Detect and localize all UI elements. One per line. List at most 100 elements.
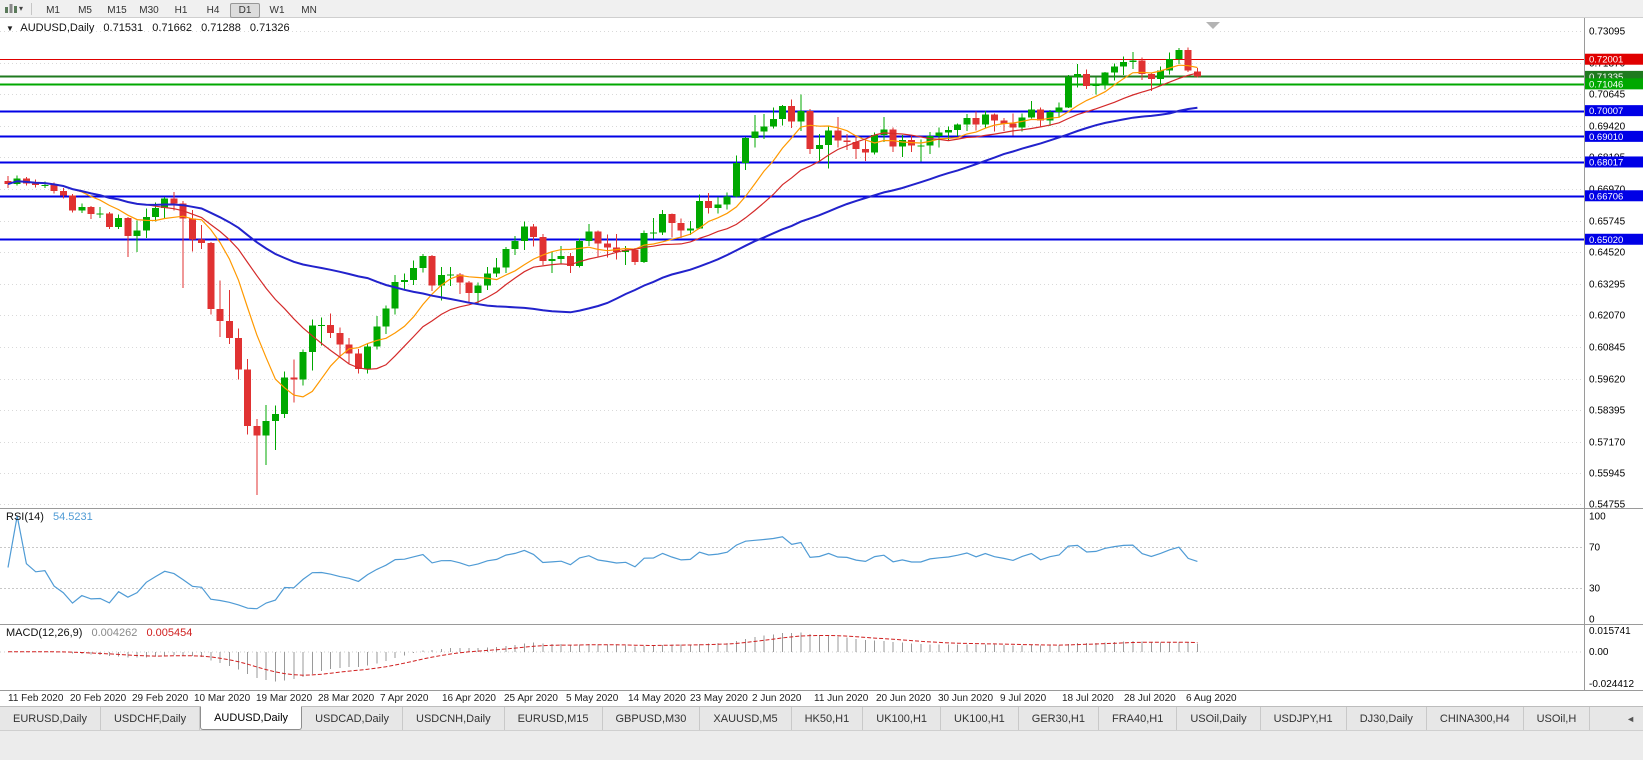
ma-line-40 — [7, 106, 1198, 314]
macd-histogram — [16, 632, 1198, 682]
svg-text:0.00: 0.00 — [1589, 647, 1609, 658]
chart-tab-usdchf-daily[interactable]: USDCHF,Daily — [101, 707, 201, 730]
svg-text:0.63295: 0.63295 — [1589, 280, 1626, 291]
horizontal-level-lines[interactable] — [0, 59, 1584, 241]
chart-tab-bar: EURUSD,Daily USDCHF,Daily AUDUSD,Daily USDC… — [0, 706, 1643, 730]
date-label: 23 May 2020 — [690, 693, 748, 704]
chart-tab-usoil-daily[interactable]: USOil,Daily — [1177, 707, 1261, 730]
chart-tab-usdcad-daily[interactable]: USDCAD,Daily — [302, 707, 404, 730]
chart-tab-audusd-daily[interactable]: AUDUSD,Daily — [200, 706, 303, 730]
date-label: 2 Jun 2020 — [752, 693, 802, 704]
date-label: 20 Feb 2020 — [70, 693, 127, 704]
chart-tab-uk100-h1[interactable]: UK100,H1 — [863, 707, 942, 730]
svg-text:0.62070: 0.62070 — [1589, 311, 1626, 322]
rsi-value: 54.5231 — [52, 511, 93, 523]
high-value: 0.71662 — [152, 22, 192, 34]
rsi-header: RSI(14) 54.5231 — [6, 511, 99, 523]
svg-text:0.59620: 0.59620 — [1589, 375, 1626, 386]
collapse-chart-icon[interactable]: ▼ — [6, 24, 14, 33]
date-label: 6 Aug 2020 — [1186, 693, 1237, 704]
svg-text:0.71335: 0.71335 — [1589, 72, 1623, 83]
svg-text:0: 0 — [1589, 615, 1595, 625]
open-value: 0.71531 — [103, 22, 144, 34]
chart-type-icon[interactable] — [4, 3, 18, 15]
date-label: 16 Apr 2020 — [442, 693, 496, 704]
date-label: 19 Mar 2020 — [256, 693, 313, 704]
date-label: 11 Feb 2020 — [8, 693, 64, 704]
rsi-chart-canvas[interactable]: 100 70 30 0 — [0, 509, 1643, 624]
price-grid — [0, 31, 1584, 505]
chart-tab-usdjpy-h1[interactable]: USDJPY,H1 — [1261, 707, 1347, 730]
date-label: 20 Jun 2020 — [876, 693, 932, 704]
timeframe-button-w1[interactable]: W1 — [269, 4, 285, 16]
svg-text:0.69420: 0.69420 — [1589, 122, 1626, 133]
svg-text:0.64520: 0.64520 — [1589, 248, 1626, 259]
timeframe-button-m5[interactable]: M5 — [78, 4, 92, 16]
svg-text:0.69010: 0.69010 — [1589, 132, 1623, 143]
macd-chart-canvas[interactable]: 0.015741 0.00 -0.024412 — [0, 625, 1643, 690]
macd-header: MACD(12,26,9) 0.004262 0.005454 — [6, 627, 198, 639]
svg-text:0.55945: 0.55945 — [1589, 469, 1626, 480]
date-label: 30 Jun 2020 — [938, 693, 994, 704]
svg-text:0.68017: 0.68017 — [1589, 157, 1623, 168]
chart-tab-uk100-h1[interactable]: UK100,H1 — [941, 707, 1019, 730]
svg-text:0.70645: 0.70645 — [1589, 90, 1626, 101]
svg-text:100: 100 — [1589, 512, 1606, 523]
svg-text:0.71046: 0.71046 — [1589, 79, 1623, 90]
timeframe-button-m15[interactable]: M15 — [107, 4, 127, 16]
chart-ohlc-header: ▼ AUDUSD,Daily 0.71531 0.71662 0.71288 0… — [6, 22, 296, 34]
timeframe-button-m30[interactable]: M30 — [139, 4, 159, 16]
tab-scroll-left-button[interactable]: ◄ — [1626, 713, 1635, 724]
chart-tab-dj30-daily[interactable]: DJ30,Daily — [1347, 707, 1427, 730]
svg-text:0.58395: 0.58395 — [1589, 406, 1626, 417]
rsi-line — [7, 515, 1198, 610]
chart-tab-usdcnh-daily[interactable]: USDCNH,Daily — [403, 707, 505, 730]
date-label: 10 Mar 2020 — [194, 693, 251, 704]
chart-tab-ger30-h1[interactable]: GER30,H1 — [1019, 707, 1099, 730]
chart-shift-marker[interactable] — [1206, 22, 1220, 29]
svg-text:0.73095: 0.73095 — [1589, 27, 1626, 38]
chart-tab-china300-h4[interactable]: CHINA300,H4 — [1427, 707, 1524, 730]
low-value: 0.71288 — [201, 22, 241, 34]
date-axis: 11 Feb 2020 20 Feb 2020 29 Feb 2020 10 Mar … — [0, 690, 1643, 706]
macd-main-value: 0.004262 — [91, 627, 138, 639]
timeframe-toolbar: ▾ M1 M5 M15 M30 H1 H4 D1 W1 MN — [0, 0, 1643, 18]
timeframe-button-h4[interactable]: H4 — [206, 4, 220, 16]
macd-name-label: MACD(12,26,9) — [6, 627, 83, 639]
date-label: 9 Jul 2020 — [1000, 693, 1047, 704]
main-chart-panel: 0.730950.718700.706450.694200.681950.669… — [0, 18, 1643, 508]
svg-text:-0.024412: -0.024412 — [1589, 679, 1634, 690]
chart-tab-xauusd-m5[interactable]: XAUUSD,M5 — [700, 707, 792, 730]
chart-tab-usoil-h[interactable]: USOil,H — [1524, 707, 1591, 730]
toolbar-separator — [31, 2, 33, 15]
chart-tab-eurusd-daily[interactable]: EURUSD,Daily — [0, 707, 101, 730]
svg-text:30: 30 — [1589, 584, 1601, 595]
timeframe-button-m1[interactable]: M1 — [46, 4, 60, 16]
chart-tab-hk50-h1[interactable]: HK50,H1 — [792, 707, 864, 730]
svg-text:0.65745: 0.65745 — [1589, 217, 1626, 228]
timeframe-button-d1[interactable]: D1 — [230, 2, 261, 18]
timeframe-buttons-group: M1 M5 M15 M30 H1 H4 D1 W1 MN — [37, 0, 325, 18]
svg-text:0.57170: 0.57170 — [1589, 438, 1626, 449]
date-label: 11 Jun 2020 — [814, 693, 869, 704]
macd-signal-value: 0.005454 — [146, 627, 193, 639]
date-label: 7 Apr 2020 — [380, 693, 429, 704]
symbol-period-label: AUDUSD,Daily — [20, 22, 95, 34]
timeframe-button-mn[interactable]: MN — [301, 4, 317, 16]
date-label: 5 May 2020 — [566, 693, 619, 704]
date-label: 28 Jul 2020 — [1124, 693, 1176, 704]
status-bar — [0, 730, 1643, 760]
svg-text:0.60845: 0.60845 — [1589, 343, 1626, 354]
svg-text:0.72001: 0.72001 — [1589, 55, 1623, 66]
chart-tab-fra40-h1[interactable]: FRA40,H1 — [1099, 707, 1178, 730]
timeframe-button-h1[interactable]: H1 — [174, 4, 188, 16]
rsi-name-label: RSI(14) — [6, 511, 44, 523]
date-label: 25 Apr 2020 — [504, 693, 558, 704]
chart-tab-gbpusd-m30[interactable]: GBPUSD,M30 — [603, 707, 701, 730]
chart-type-caret-icon[interactable]: ▾ — [19, 4, 24, 13]
close-value: 0.71326 — [249, 22, 290, 34]
chart-tab-eurusd-m15[interactable]: EURUSD,M15 — [505, 707, 603, 730]
price-chart-canvas[interactable]: 0.730950.718700.706450.694200.681950.669… — [0, 18, 1643, 508]
